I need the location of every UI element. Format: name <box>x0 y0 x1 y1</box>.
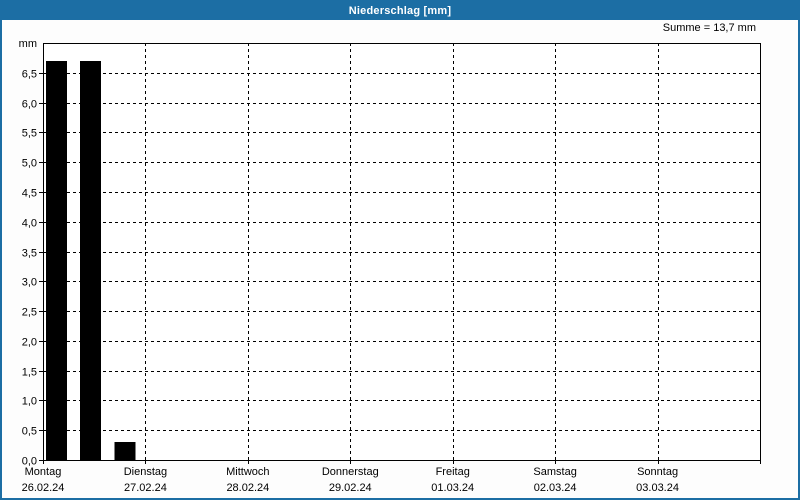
day-name-label: Donnerstag <box>322 466 379 478</box>
window-titlebar: Niederschlag [mm] <box>2 2 798 20</box>
day-date-label: 01.03.24 <box>431 482 474 494</box>
precipitation-bar <box>114 442 136 460</box>
y-tick-label: 0,0 <box>22 456 37 468</box>
precipitation-bar <box>46 60 67 460</box>
day-date-label: 03.03.24 <box>636 482 679 494</box>
window-title: Niederschlag [mm] <box>348 5 452 17</box>
day-name-label: Dienstag <box>124 466 167 478</box>
y-tick-label: 4,5 <box>22 188 37 200</box>
precipitation-bar-chart: 0,0 0,5 1,0 1,5 2,0 2,5 3,0 3,5 4,0 4,5 5,0 5,5 6,0 6… <box>19 38 761 494</box>
y-tick-label: 1,5 <box>22 367 37 379</box>
y-tick-label: 3,5 <box>22 248 37 260</box>
y-tick-label: 6,0 <box>22 99 37 111</box>
day-name-label: Montag <box>25 466 62 478</box>
day-name-label: Samstag <box>533 466 576 478</box>
y-axis-unit-label: mm <box>19 38 37 50</box>
y-tick-label: 2,0 <box>22 337 37 349</box>
day-name-label: Mittwoch <box>226 466 269 478</box>
y-tick-label: 3,0 <box>22 277 37 289</box>
day-name-label: Freitag <box>436 466 470 478</box>
y-tick-label: 6,5 <box>22 69 37 81</box>
day-date-label: 28.02.24 <box>226 482 269 494</box>
day-date-label: 29.02.24 <box>329 482 372 494</box>
y-tick-label: 0,5 <box>22 426 37 438</box>
day-date-label: 27.02.24 <box>124 482 167 494</box>
y-tick-label: 2,5 <box>22 307 37 319</box>
day-date-label: 26.02.24 <box>22 482 65 494</box>
y-tick-label: 1,0 <box>22 396 37 408</box>
y-tick-label: 4,0 <box>22 218 37 230</box>
day-date-label: 02.03.24 <box>534 482 577 494</box>
chart-panel: Summe = 13,7 mm 0,0 0,5 1,0 1,5 2,0 2,5 3,0 3,5… <box>2 20 798 498</box>
y-tick-label: 5,0 <box>22 158 37 170</box>
sum-label: Summe = 13,7 mm <box>662 22 756 34</box>
y-tick-label: 5,5 <box>22 128 37 140</box>
day-name-label: Sonntag <box>637 466 678 478</box>
precipitation-bar <box>80 60 102 460</box>
